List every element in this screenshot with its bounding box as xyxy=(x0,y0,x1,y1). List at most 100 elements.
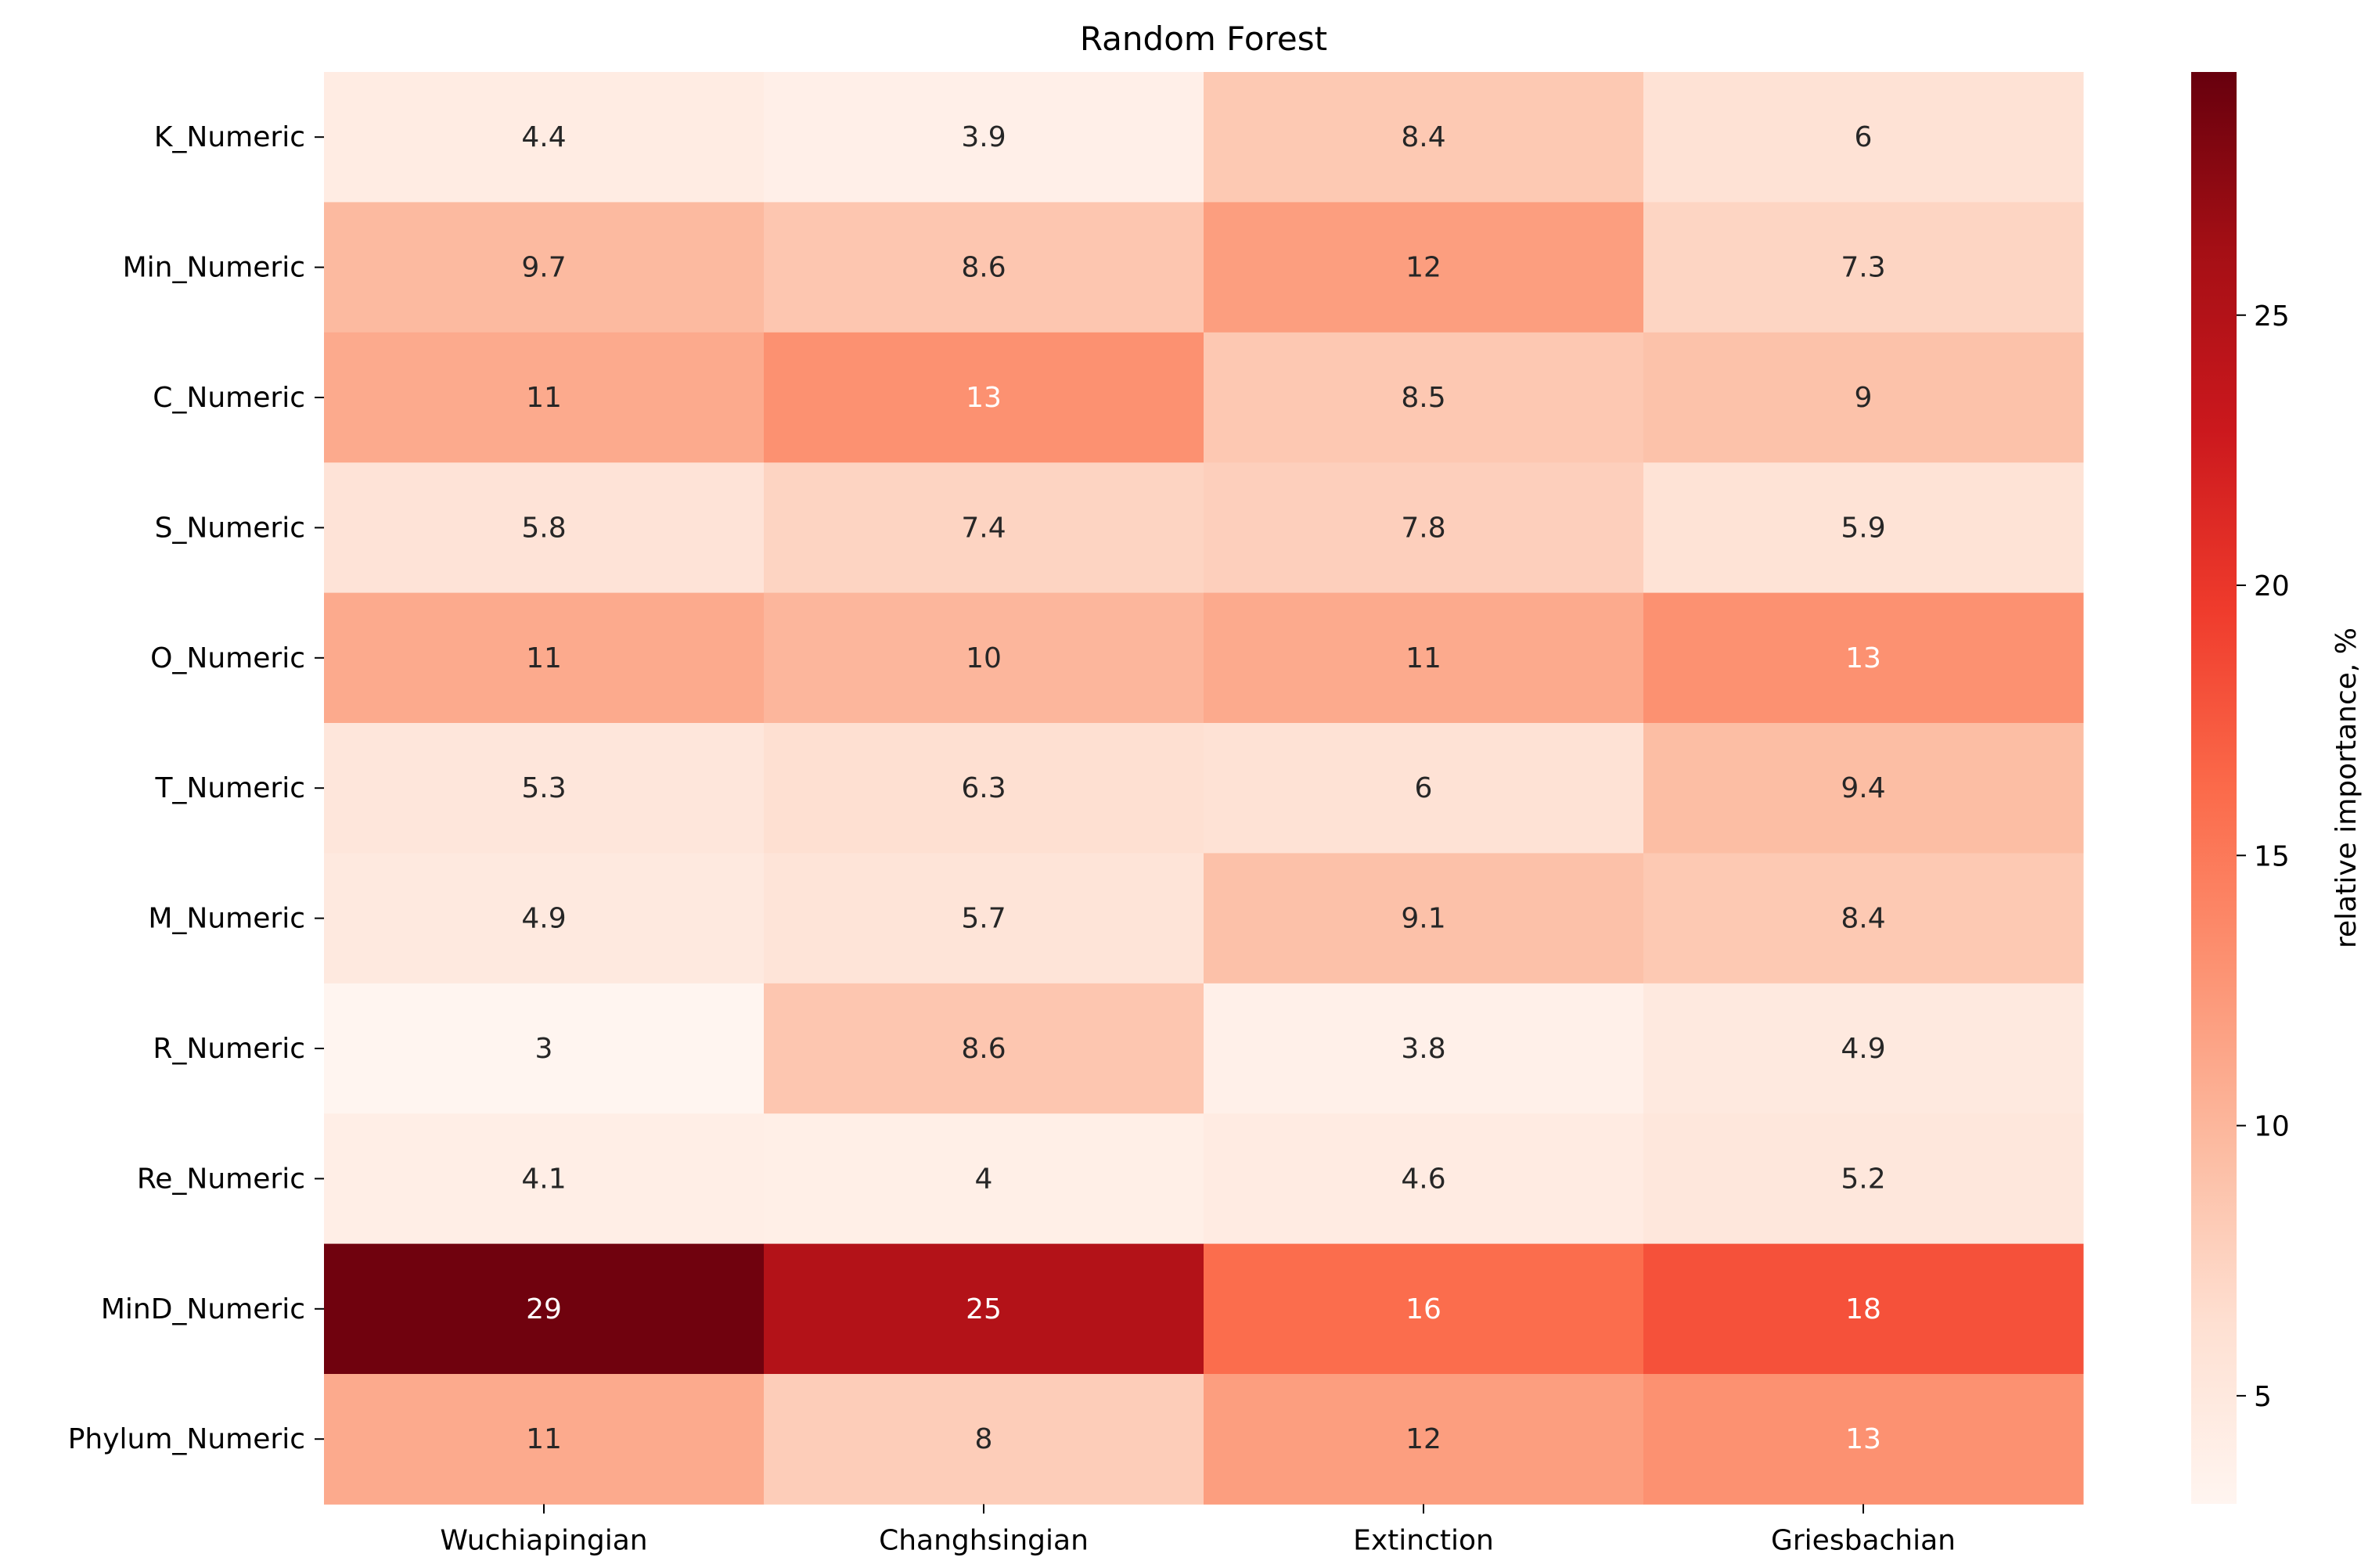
heatmap-cell xyxy=(1643,462,2084,594)
heatmap-cell xyxy=(1643,72,2084,203)
cell-value-label: 29 xyxy=(526,1293,562,1325)
x-tick-label: Griesbachian xyxy=(1771,1524,1956,1556)
y-tick-label: T_Numeric xyxy=(154,772,305,804)
cell-value-label: 3.9 xyxy=(961,121,1006,153)
cell-value-label: 6.3 xyxy=(961,772,1006,804)
y-tick-label: Phylum_Numeric xyxy=(68,1423,305,1455)
cell-value-label: 11 xyxy=(526,382,562,414)
cell-value-label: 4 xyxy=(975,1163,993,1195)
cell-value-label: 8.4 xyxy=(1841,903,1885,935)
heatmap-cell xyxy=(764,1243,1204,1375)
heatmap-cell xyxy=(764,1113,1204,1245)
colorbar-tick-label: 20 xyxy=(2254,570,2290,602)
heatmap-cell xyxy=(1204,1113,1644,1245)
x-tick-label: Extinction xyxy=(1353,1524,1494,1556)
cell-value-label: 5.9 xyxy=(1841,512,1885,544)
cell-value-label: 8.5 xyxy=(1401,382,1445,414)
y-tick-label: O_Numeric xyxy=(150,642,305,674)
cell-value-label: 8.6 xyxy=(961,1033,1006,1065)
heatmap-cell xyxy=(764,1374,1204,1505)
cell-value-label: 7.3 xyxy=(1841,252,1885,284)
cell-value-label: 13 xyxy=(1845,642,1881,674)
cell-value-label: 4.1 xyxy=(521,1163,566,1195)
x-axis: Wuchiapingian Changhsingian Extinction Grie… xyxy=(440,1504,1956,1556)
cell-value-label: 3 xyxy=(535,1033,553,1065)
cell-value-label: 11 xyxy=(1405,642,1441,674)
heatmap-cell xyxy=(324,462,765,594)
heatmap-cell xyxy=(1204,853,1644,984)
heatmap-cell xyxy=(1643,1113,2084,1245)
y-tick-label: S_Numeric xyxy=(155,512,305,544)
cell-value-label: 9 xyxy=(1855,382,1873,414)
cell-value-label: 8 xyxy=(975,1423,993,1455)
heatmap-cell xyxy=(1204,1374,1644,1505)
heatmap-cell xyxy=(324,1243,765,1375)
heatmap-cell xyxy=(1204,723,1644,854)
cell-value-label: 18 xyxy=(1845,1293,1881,1325)
y-tick-label: R_Numeric xyxy=(153,1033,305,1065)
cell-value-label: 4.6 xyxy=(1401,1163,1445,1195)
heatmap-cell xyxy=(1204,332,1644,463)
cell-value-label: 11 xyxy=(526,1423,562,1455)
heatmap-cell xyxy=(764,72,1204,203)
heatmap-cell xyxy=(324,202,765,333)
heatmap-cell xyxy=(1643,853,2084,984)
y-axis: K_Numeric Min_Numeric C_Numeric S_Numeric O_… xyxy=(68,121,324,1455)
cell-value-label: 4.9 xyxy=(521,903,566,935)
cell-value-label: 5.2 xyxy=(1841,1163,1885,1195)
cell-value-label: 3.8 xyxy=(1401,1033,1445,1065)
heatmap-cell xyxy=(1643,332,2084,463)
cell-value-label: 12 xyxy=(1405,1423,1441,1455)
heatmap-cell xyxy=(324,1113,765,1245)
heatmap-cell xyxy=(1643,592,2084,724)
cell-value-label: 5.7 xyxy=(961,903,1006,935)
heatmap-cell xyxy=(1643,1374,2084,1505)
cell-value-label: 12 xyxy=(1405,252,1441,284)
heatmap-cell xyxy=(324,853,765,984)
cell-value-label: 9.7 xyxy=(521,252,566,284)
cell-value-label: 5.8 xyxy=(521,512,566,544)
cell-value-label: 25 xyxy=(966,1293,1002,1325)
heatmap-cell xyxy=(1204,1243,1644,1375)
x-tick-label: Changhsingian xyxy=(879,1524,1089,1556)
y-tick-label: Re_Numeric xyxy=(137,1163,305,1195)
cell-value-label: 8.4 xyxy=(1401,121,1445,153)
y-tick-label: C_Numeric xyxy=(153,382,305,414)
cell-value-label: 4.9 xyxy=(1841,1033,1885,1065)
heatmap-cell xyxy=(1643,983,2084,1114)
cell-value-label: 13 xyxy=(966,382,1002,414)
heatmap-cell xyxy=(764,592,1204,724)
cell-value-label: 5.3 xyxy=(521,772,566,804)
cell-value-label: 8.6 xyxy=(961,252,1006,284)
cell-value-label: 9.1 xyxy=(1401,903,1445,935)
colorbar-tick-label: 5 xyxy=(2254,1381,2272,1413)
heatmap-cell xyxy=(1204,462,1644,594)
y-tick-label: Min_Numeric xyxy=(123,252,305,284)
heatmap-cell xyxy=(324,592,765,724)
heatmap-cell xyxy=(764,723,1204,854)
heatmap-cell xyxy=(764,462,1204,594)
colorbar-tick-label: 25 xyxy=(2254,300,2290,333)
chart-title: Random Forest xyxy=(1080,20,1327,58)
heatmap-cell xyxy=(1204,72,1644,203)
y-tick-label: MinD_Numeric xyxy=(101,1293,305,1325)
colorbar-gradient xyxy=(2191,72,2237,1504)
heatmap-cell xyxy=(324,723,765,854)
colorbar: 5 10 15 20 25 xyxy=(2191,72,2290,1504)
heatmap-cells: 4.4 3.9 8.4 6 9.7 8.6 12 7.3 11 13 8.5 9 5.8 7.4 7.8 5.… xyxy=(324,72,2084,1505)
heatmap-cell xyxy=(764,332,1204,463)
y-tick-label: K_Numeric xyxy=(154,121,305,153)
heatmap-cell xyxy=(1643,202,2084,333)
heatmap-cell xyxy=(324,332,765,463)
y-tick-label: M_Numeric xyxy=(148,903,305,935)
heatmap-cell xyxy=(1204,202,1644,333)
heatmap-cell xyxy=(1204,592,1644,724)
cell-value-label: 13 xyxy=(1845,1423,1881,1455)
heatmap-cell xyxy=(324,72,765,203)
heatmap-cell xyxy=(1204,983,1644,1114)
x-tick-label: Wuchiapingian xyxy=(440,1524,647,1556)
heatmap-cell xyxy=(764,853,1204,984)
heatmap-cell xyxy=(324,1374,765,1505)
heatmap-cell xyxy=(324,983,765,1114)
